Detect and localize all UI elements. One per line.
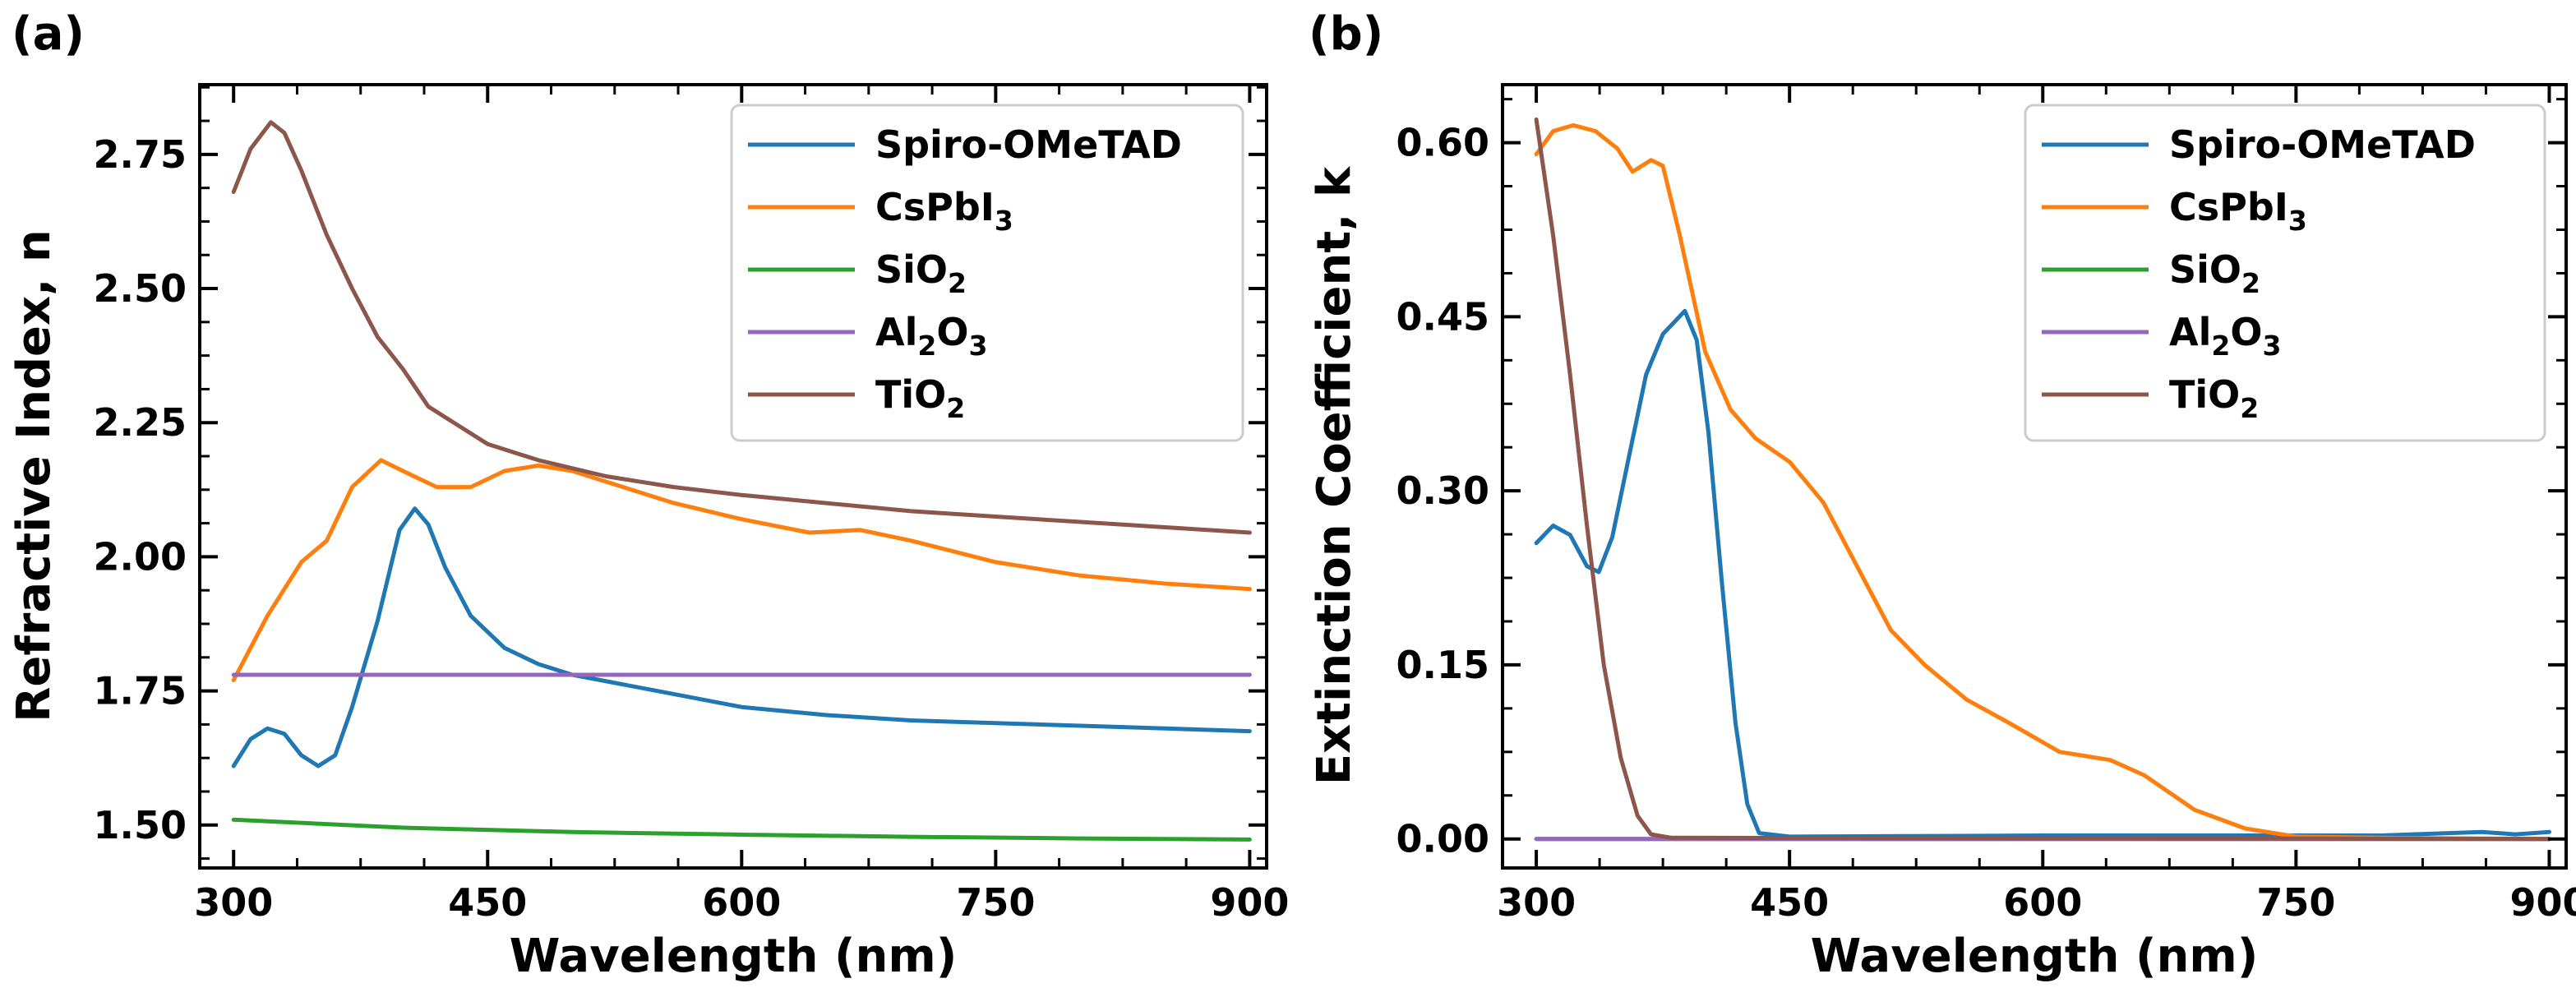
legend-label-b: CsPbI3	[2169, 185, 2307, 237]
y-tick-label-a: 2.25	[94, 400, 187, 445]
y-tick-label-a: 1.75	[94, 669, 187, 713]
legend-box-b	[2024, 104, 2546, 442]
y-tick-label-b: 0.00	[1396, 817, 1490, 861]
series-line-a-sio2	[231, 817, 1252, 842]
legend-label-b: Al2O3	[2169, 310, 2281, 362]
y-tick-label-a: 2.00	[94, 534, 187, 579]
panel-label-b: (b)	[1309, 7, 1383, 61]
legend-b: Spiro-OMeTAD CsPbI3 SiO2 Al2O3 TiO2	[2024, 104, 2546, 442]
y-axis-label-a: Refractive Index, n	[7, 229, 61, 722]
legend-box-a	[730, 104, 1244, 442]
y-tick-label-a: 1.50	[94, 803, 187, 847]
x-tick-label-a: 750	[956, 880, 1035, 925]
x-tick-label-a: 300	[194, 880, 273, 925]
legend-label-b: Spiro-OMeTAD	[2169, 122, 2476, 167]
x-tick-label-b: 750	[2256, 880, 2335, 925]
x-tick-label-b: 600	[2003, 880, 2082, 925]
x-tick-label-b: 450	[1750, 880, 1829, 925]
plot-frame-a	[198, 83, 1268, 870]
y-tick-label-a: 2.50	[94, 266, 187, 311]
x-axis-label-b: Wavelength (nm)	[1811, 930, 2259, 983]
legend-label-a: SiO2	[875, 247, 967, 299]
legend-label-b: SiO2	[2169, 247, 2260, 299]
x-axis-label-a: Wavelength (nm)	[510, 930, 958, 983]
x-tick-label-b: 900	[2509, 880, 2576, 925]
y-tick-label-b: 0.15	[1396, 643, 1490, 687]
y-axis-label-b: Extinction Coefficient, k	[1308, 165, 1361, 785]
x-tick-label-a: 900	[1210, 880, 1289, 925]
y-tick-label-b: 0.45	[1396, 294, 1490, 339]
legend-label-a: CsPbI3	[875, 185, 1013, 237]
legend-label-a: Spiro-OMeTAD	[875, 122, 1182, 167]
panel-a: (a) 300 450 600 750 900 1.50 1.75 2.00 2.25 2.50 2…	[7, 7, 1289, 983]
y-tick-label-b: 0.30	[1396, 468, 1490, 513]
y-tick-label-a: 2.75	[94, 132, 187, 177]
plot-frame-b	[1501, 83, 2568, 870]
legend-label-b: TiO2	[2169, 372, 2259, 424]
series-line-b-cspbi3	[1534, 122, 2551, 842]
panel-b: (b) 300 450 600 750 9000.000.150.300.450.60 …	[1308, 7, 2576, 983]
legend-label-a: TiO2	[875, 372, 965, 424]
x-tick-label-a: 600	[702, 880, 781, 925]
series-line-a-tio2	[231, 120, 1252, 535]
series-line-b-tio2	[1534, 117, 2551, 842]
series-line-a-cspbi3	[231, 458, 1252, 682]
y-tick-label-b: 0.60	[1396, 121, 1490, 165]
x-tick-label-b: 300	[1497, 880, 1576, 925]
legend-a: Spiro-OMeTAD CsPbI3 SiO2 Al2O3 TiO2	[730, 104, 1244, 442]
series-line-a-spiro-ometad	[231, 506, 1252, 769]
x-tick-label-a: 450	[448, 880, 527, 925]
panel-label-a: (a)	[12, 7, 85, 61]
legend-label-a: Al2O3	[875, 310, 987, 362]
